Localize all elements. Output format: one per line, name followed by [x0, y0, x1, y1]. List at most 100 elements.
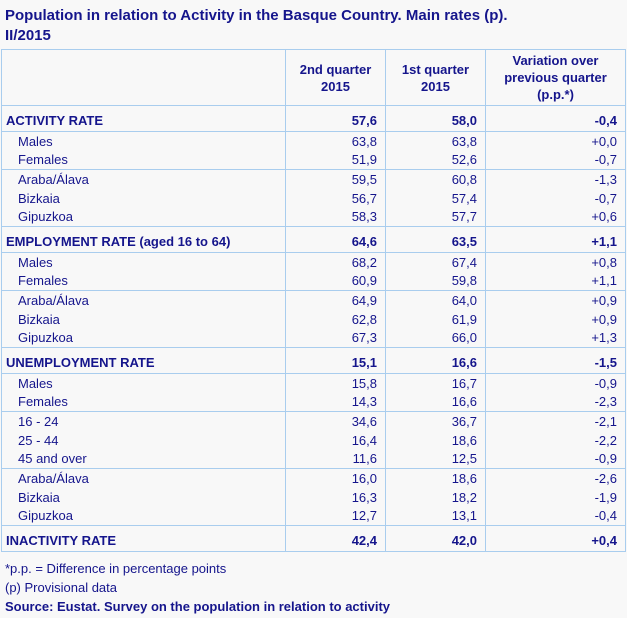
table-body: ACTIVITY RATE 57,6 58,0 -0,4 Males 63,8 63,8 +0… — [1, 105, 626, 552]
q1-value: 64,0 — [385, 290, 486, 310]
variation-value: -0,4 — [485, 506, 626, 526]
q1-value: 57,7 — [385, 207, 486, 227]
footnote-provisional: (p) Provisional data — [5, 580, 117, 595]
row-label: Bizkaia — [1, 188, 286, 208]
table-row: Males 63,8 63,8 +0,0 — [1, 131, 626, 151]
variation-value: +0,9 — [485, 309, 626, 329]
q2-value: 16,0 — [285, 468, 386, 488]
q1-value: 18,6 — [385, 430, 486, 450]
table-row: Araba/Álava 59,5 60,8 -1,3 — [1, 169, 626, 189]
q2-value: 34,6 — [285, 411, 386, 431]
section-q2-value: 15,1 — [285, 347, 386, 374]
row-label: Gipuzkoa — [1, 506, 286, 526]
variation-value: -0,7 — [485, 188, 626, 208]
q2-value: 58,3 — [285, 207, 386, 227]
q2-value: 64,9 — [285, 290, 386, 310]
section-label: ACTIVITY RATE — [1, 105, 286, 132]
table-row: Bizkaia 16,3 18,2 -1,9 — [1, 487, 626, 507]
section-variation-value: -1,5 — [485, 347, 626, 374]
table-row: Females 60,9 59,8 +1,1 — [1, 271, 626, 291]
header-cell-empty — [1, 49, 286, 106]
row-label: 25 - 44 — [1, 430, 286, 450]
section-q2-value: 57,6 — [285, 105, 386, 132]
row-label: Males — [1, 131, 286, 151]
variation-value: -2,2 — [485, 430, 626, 450]
row-label: Females — [1, 150, 286, 170]
q1-value: 52,6 — [385, 150, 486, 170]
q1-value: 18,6 — [385, 468, 486, 488]
table-row: Bizkaia 56,7 57,4 -0,7 — [1, 188, 626, 208]
variation-value: -0,9 — [485, 449, 626, 469]
section-q1-value: 16,6 — [385, 347, 486, 374]
footnotes: *p.p. = Difference in percentage points … — [5, 559, 627, 616]
q2-value: 11,6 — [285, 449, 386, 469]
section-label: UNEMPLOYMENT RATE — [1, 347, 286, 374]
section-header-row: EMPLOYMENT RATE (aged 16 to 64) 64,6 63,5 +… — [1, 226, 626, 253]
table-row: Araba/Álava 16,0 18,6 -2,6 — [1, 468, 626, 488]
row-label: Gipuzkoa — [1, 207, 286, 227]
q1-value: 57,4 — [385, 188, 486, 208]
row-label: Bizkaia — [1, 487, 286, 507]
row-label: Bizkaia — [1, 309, 286, 329]
q2-value: 67,3 — [285, 328, 386, 348]
q1-value: 13,1 — [385, 506, 486, 526]
q2-value: 63,8 — [285, 131, 386, 151]
source-note: Source: Eustat. Survey on the population… — [5, 599, 390, 614]
variation-value: +1,1 — [485, 271, 626, 291]
table-header: 2nd quarter 2015 1st quarter 2015 Variat… — [1, 49, 626, 106]
variation-value: -2,1 — [485, 411, 626, 431]
q1-value: 12,5 — [385, 449, 486, 469]
q2-value: 16,4 — [285, 430, 386, 450]
q1-value: 63,8 — [385, 131, 486, 151]
q1-value: 60,8 — [385, 169, 486, 189]
q2-value: 59,5 — [285, 169, 386, 189]
section-variation-value: -0,4 — [485, 105, 626, 132]
q1-value: 18,2 — [385, 487, 486, 507]
q2-value: 12,7 — [285, 506, 386, 526]
table-row: Females 51,9 52,6 -0,7 — [1, 150, 626, 170]
table-row: Males 15,8 16,7 -0,9 — [1, 373, 626, 393]
table-row: 16 - 24 34,6 36,7 -2,1 — [1, 411, 626, 431]
table-row: Gipuzkoa 58,3 57,7 +0,6 — [1, 207, 626, 227]
q1-value: 36,7 — [385, 411, 486, 431]
q2-value: 14,3 — [285, 392, 386, 412]
variation-value: -1,3 — [485, 169, 626, 189]
q1-value: 16,6 — [385, 392, 486, 412]
variation-value: +0,9 — [485, 290, 626, 310]
table-row: Gipuzkoa 12,7 13,1 -0,4 — [1, 506, 626, 526]
section-q1-value: 58,0 — [385, 105, 486, 132]
q2-value: 15,8 — [285, 373, 386, 393]
section-header-row: INACTIVITY RATE 42,4 42,0 +0,4 — [1, 525, 626, 552]
variation-value: +1,3 — [485, 328, 626, 348]
table-row: 25 - 44 16,4 18,6 -2,2 — [1, 430, 626, 450]
row-label: Females — [1, 392, 286, 412]
header-cell-q1-2015: 1st quarter 2015 — [385, 49, 486, 106]
q2-value: 62,8 — [285, 309, 386, 329]
page-title-line-1: Population in relation to Activity in th… — [5, 7, 508, 24]
row-label: 45 and over — [1, 449, 286, 469]
footnote-pp: *p.p. = Difference in percentage points — [5, 561, 227, 576]
header-cell-q2-2015: 2nd quarter 2015 — [285, 49, 386, 106]
variation-value: -2,6 — [485, 468, 626, 488]
table-row: Araba/Álava 64,9 64,0 +0,9 — [1, 290, 626, 310]
q1-value: 59,8 — [385, 271, 486, 291]
q1-value: 67,4 — [385, 252, 486, 272]
table-row: Gipuzkoa 67,3 66,0 +1,3 — [1, 328, 626, 348]
q2-value: 60,9 — [285, 271, 386, 291]
row-label: 16 - 24 — [1, 411, 286, 431]
section-variation-value: +0,4 — [485, 525, 626, 552]
row-label: Gipuzkoa — [1, 328, 286, 348]
row-label: Males — [1, 252, 286, 272]
row-label: Females — [1, 271, 286, 291]
table-row: 45 and over 11,6 12,5 -0,9 — [1, 449, 626, 469]
row-label: Araba/Álava — [1, 169, 286, 189]
variation-value: -0,7 — [485, 150, 626, 170]
section-variation-value: +1,1 — [485, 226, 626, 253]
section-q1-value: 63,5 — [385, 226, 486, 253]
header-cell-variation: Variation over previous quarter (p.p.*) — [485, 49, 626, 106]
variation-value: +0,0 — [485, 131, 626, 151]
page-title-line-2: II/2015 — [5, 27, 51, 44]
section-label: INACTIVITY RATE — [1, 525, 286, 552]
variation-value: -2,3 — [485, 392, 626, 412]
header-row: 2nd quarter 2015 1st quarter 2015 Variat… — [1, 49, 626, 106]
